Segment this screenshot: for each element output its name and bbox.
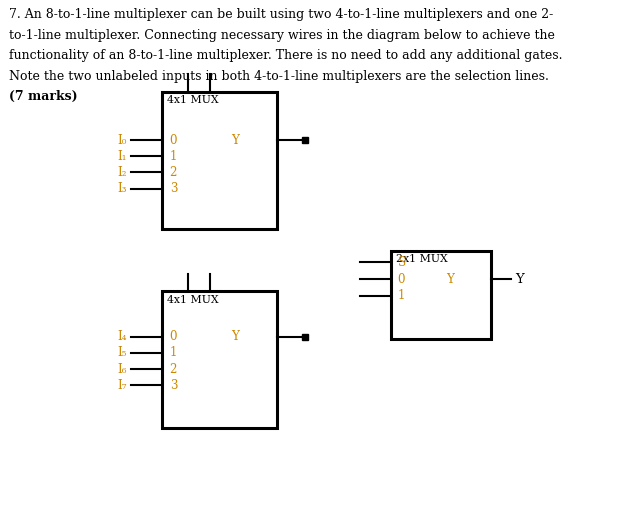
Text: Y: Y [231,330,239,343]
Text: 3: 3 [170,379,177,392]
Text: Note the two unlabeled inputs in both 4-to-1-line multiplexers are the selection: Note the two unlabeled inputs in both 4-… [9,70,549,82]
Text: I₄: I₄ [117,330,127,343]
Text: I₇: I₇ [117,379,127,392]
Text: functionality of an 8-to-1-line multiplexer. There is no need to add any additio: functionality of an 8-to-1-line multiple… [9,49,562,62]
Text: 3: 3 [170,182,177,195]
Text: 4x1 MUX: 4x1 MUX [167,96,219,106]
Text: I₁: I₁ [117,150,127,163]
Bar [162,91,277,229]
Text: Y: Y [446,272,454,286]
Bar [162,291,277,428]
Text: I₃: I₃ [117,182,127,195]
Text: I₆: I₆ [117,363,127,375]
Text: 2: 2 [170,166,177,179]
Text: I₂: I₂ [117,166,127,179]
Text: Y: Y [231,134,239,147]
Text: S: S [398,256,406,269]
Text: (7 marks): (7 marks) [9,90,78,103]
Text: 1: 1 [170,150,177,163]
Text: 2: 2 [170,363,177,375]
Text: 2x1 MUX: 2x1 MUX [396,254,448,265]
Text: 1: 1 [398,289,405,303]
Text: 0: 0 [398,272,405,286]
Text: 4x1 MUX: 4x1 MUX [167,295,219,305]
Text: I₀: I₀ [117,134,127,147]
Text: Y: Y [515,272,524,286]
Text: 0: 0 [170,134,177,147]
Text: 0: 0 [170,330,177,343]
Text: to-1-line multiplexer. Connecting necessary wires in the diagram below to achiev: to-1-line multiplexer. Connecting necess… [9,29,555,42]
Bar [391,250,490,340]
Text: I₅: I₅ [117,346,127,360]
Text: 1: 1 [170,346,177,360]
Text: 7. An 8-to-1-line multiplexer can be built using two 4-to-1-line multiplexers an: 7. An 8-to-1-line multiplexer can be bui… [9,8,553,21]
